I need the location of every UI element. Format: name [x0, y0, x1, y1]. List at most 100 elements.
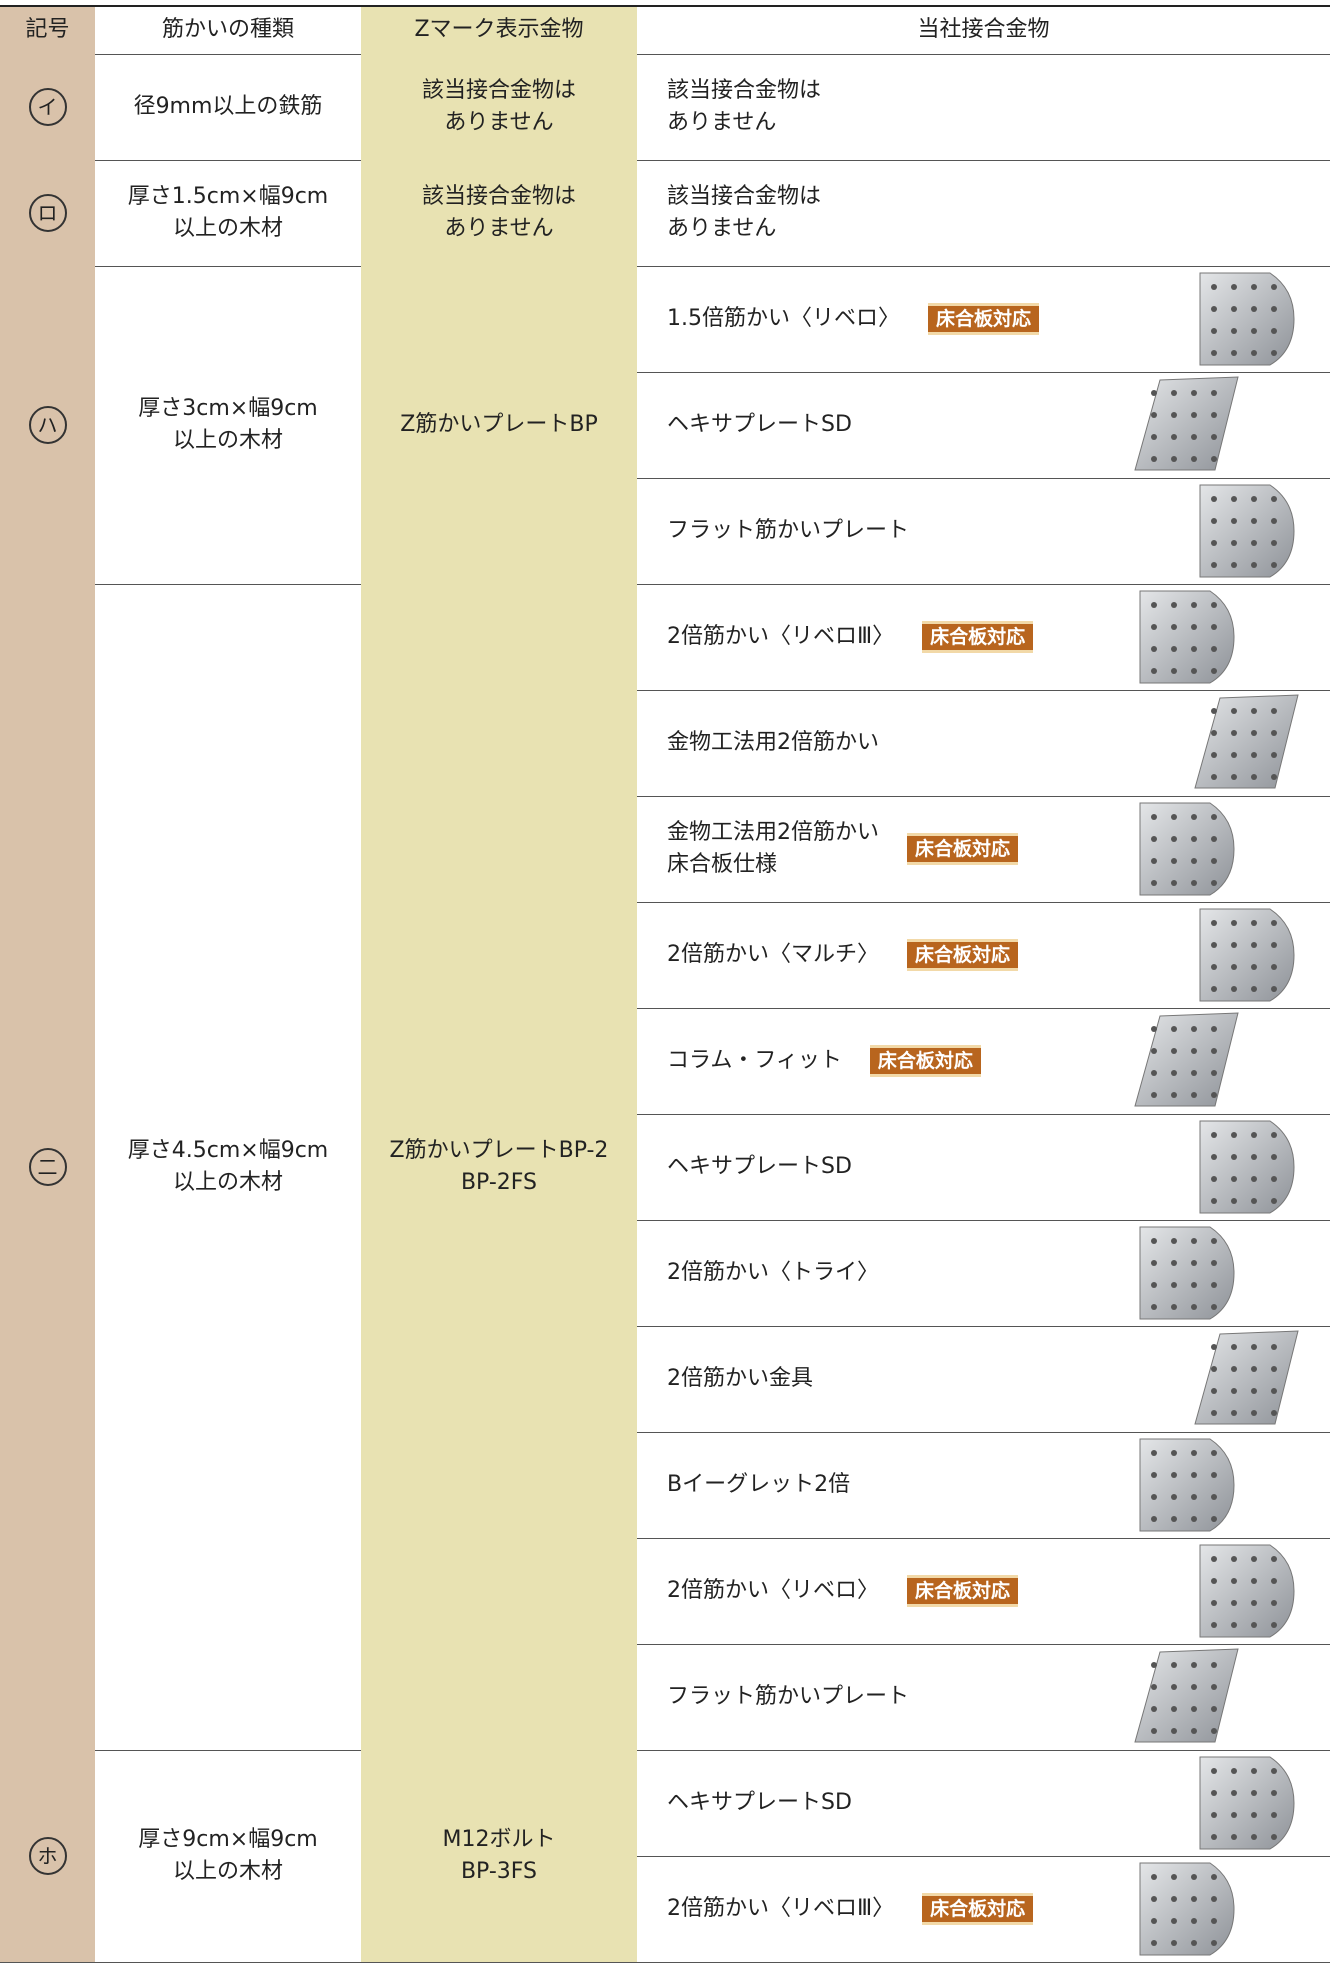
product-image [1199, 272, 1295, 366]
product-image [1134, 1012, 1239, 1107]
brace-type: 厚さ9cm×幅9cm 以上の木材 [138, 1827, 318, 1884]
top-rule [0, 5, 1330, 7]
sub-rule [637, 1326, 1330, 1327]
product-name: 2倍筋かい〈リベロⅢ〉 [667, 624, 895, 649]
symbol-cell: ロ [0, 160, 95, 266]
product: ヘキサプレートSD [637, 1750, 1330, 1856]
product-name: 2倍筋かい〈リベロ〉 [667, 1578, 879, 1603]
header-cell: 記号 [0, 6, 95, 54]
product-image [1199, 1544, 1295, 1638]
product-name: ヘキサプレートSD [667, 1154, 852, 1179]
product-image [1139, 1226, 1235, 1320]
product: Bイーグレット2倍 [637, 1432, 1330, 1538]
zmark: 該当接合金物は ありません [361, 160, 637, 266]
product: ヘキサプレートSD [637, 372, 1330, 478]
badge: 床合板対応 [922, 621, 1034, 653]
symbol-cell: イ [0, 54, 95, 160]
product-name: 該当接合金物は ありません [667, 78, 822, 135]
sub-rule [637, 1432, 1330, 1433]
sub-rule [637, 1114, 1330, 1115]
product: 2倍筋かい〈マルチ〉 床合板対応 [637, 902, 1330, 1008]
product-image [1139, 1862, 1235, 1956]
product: 1.5倍筋かい〈リベロ〉 床合板対応 [637, 266, 1330, 372]
product-name: 2倍筋かい金具 [667, 1366, 813, 1391]
brace-type: 径9mm以上の鉄筋 [133, 94, 323, 119]
product-image [1139, 590, 1235, 684]
product: 該当接合金物は ありません [637, 54, 1330, 160]
product-name: フラット筋かいプレート [667, 518, 910, 543]
symbol-cell: ホ [0, 1750, 95, 1962]
zmark: 該当接合金物は ありません [361, 54, 637, 160]
sub-rule [637, 1644, 1330, 1645]
brace-type: 厚さ4.5cm×幅9cm 以上の木材 [127, 1138, 329, 1195]
header-cell: Zマーク表示金物 [361, 6, 637, 54]
rule [0, 1750, 1330, 1751]
sub-rule [637, 478, 1330, 479]
product: 金物工法用2倍筋かい 床合板仕様 床合板対応 [637, 796, 1330, 902]
product-name: コラム・フィット [667, 1048, 842, 1073]
rule [0, 54, 1330, 55]
product-image [1139, 802, 1235, 896]
badge: 床合板対応 [907, 1575, 1019, 1607]
sub-rule [637, 1008, 1330, 1009]
symbol: イ [28, 88, 67, 126]
product-image [1199, 1756, 1295, 1850]
product-name: ヘキサプレートSD [667, 412, 852, 437]
header-cell: 当社接合金物 [917, 17, 1050, 42]
product-image [1134, 376, 1239, 471]
brace-type: 厚さ1.5cm×幅9cm 以上の木材 [127, 184, 329, 241]
sub-rule [637, 690, 1330, 691]
product-name: 2倍筋かい〈マルチ〉 [667, 942, 879, 967]
product: 2倍筋かい〈トライ〉 [637, 1220, 1330, 1326]
symbol: ハ [28, 406, 67, 444]
brace-type: 厚さ3cm×幅9cm 以上の木材 [138, 396, 318, 453]
badge: 床合板対応 [907, 939, 1019, 971]
sub-rule [637, 1856, 1330, 1857]
sub-rule [637, 1220, 1330, 1221]
product: 2倍筋かい〈リベロ〉 床合板対応 [637, 1538, 1330, 1644]
product: 金物工法用2倍筋かい [637, 690, 1330, 796]
product-image [1194, 694, 1299, 789]
badge: 床合板対応 [869, 1045, 981, 1077]
zmark: Z筋かいプレートBP [361, 266, 637, 584]
product: 2倍筋かい〈リベロⅢ〉 床合板対応 [637, 1856, 1330, 1962]
product-name: 金物工法用2倍筋かい [667, 730, 879, 755]
badge: 床合板対応 [928, 303, 1040, 335]
product: 2倍筋かい金具 [637, 1326, 1330, 1432]
symbol: ロ [28, 194, 67, 232]
sub-rule [637, 796, 1330, 797]
badge: 床合板対応 [907, 833, 1019, 865]
product-image [1199, 908, 1295, 1002]
symbol: 二 [28, 1148, 67, 1186]
product: 2倍筋かい〈リベロⅢ〉 床合板対応 [637, 584, 1330, 690]
product-name: 2倍筋かい〈トライ〉 [667, 1260, 879, 1285]
zmark: Z筋かいプレートBP-2 BP-2FS [361, 584, 637, 1750]
product-name: 2倍筋かい〈リベロⅢ〉 [667, 1896, 895, 1921]
rule [0, 584, 1330, 585]
product-name: 該当接合金物は ありません [667, 184, 822, 241]
product: フラット筋かいプレート [637, 478, 1330, 584]
sub-rule [637, 372, 1330, 373]
rule [0, 160, 1330, 161]
symbol-cell: 二 [0, 584, 95, 1750]
sub-rule [637, 902, 1330, 903]
badge: 床合板対応 [922, 1893, 1034, 1925]
sub-rule [637, 1538, 1330, 1539]
symbol-cell: ハ [0, 266, 95, 584]
rule [0, 266, 1330, 267]
product-image [1139, 1438, 1235, 1532]
product-image [1194, 1330, 1299, 1425]
product-name: フラット筋かいプレート [667, 1684, 910, 1709]
product-image [1199, 484, 1295, 578]
product-name: ヘキサプレートSD [667, 1790, 852, 1815]
header-cell: 筋かいの種類 [161, 17, 294, 42]
product-name: 1.5倍筋かい〈リベロ〉 [667, 306, 900, 331]
product-image [1134, 1648, 1239, 1743]
product: コラム・フィット 床合板対応 [637, 1008, 1330, 1114]
product-image [1199, 1120, 1295, 1214]
product-name: 金物工法用2倍筋かい 床合板仕様 [667, 820, 879, 877]
product: 該当接合金物は ありません [637, 160, 1330, 266]
product-name: Bイーグレット2倍 [667, 1472, 851, 1497]
zmark: M12ボルト BP-3FS [361, 1750, 637, 1962]
